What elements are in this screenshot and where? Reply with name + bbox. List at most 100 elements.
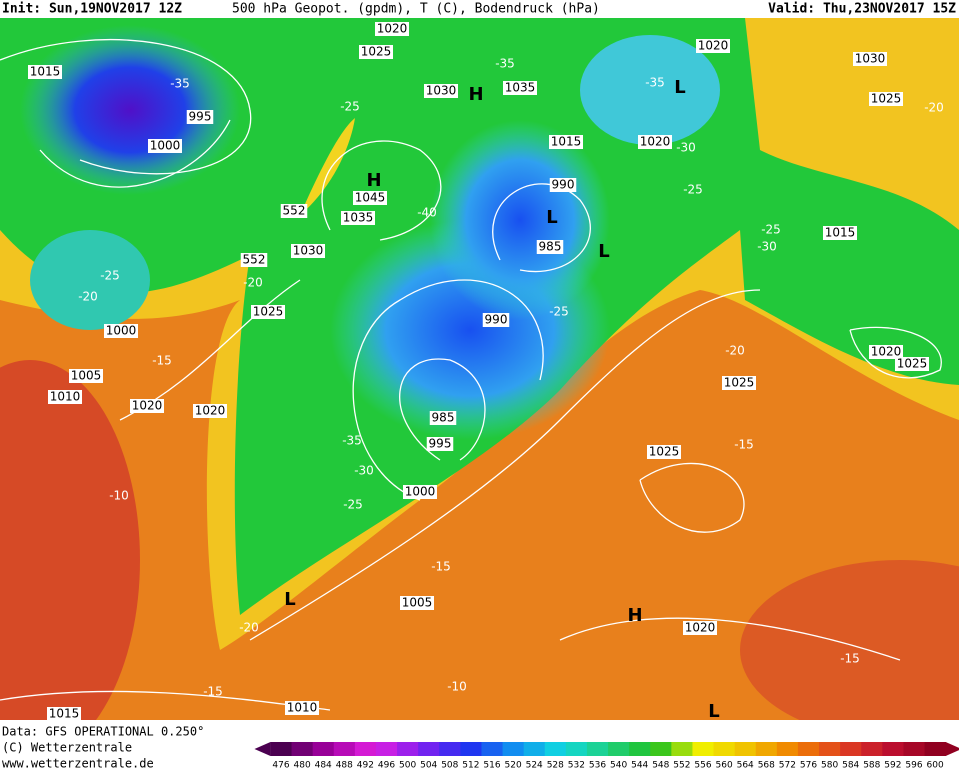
isobar-label: 995 (429, 437, 452, 451)
colorbar-swatch (460, 742, 482, 756)
label-box (400, 596, 434, 610)
colorbar-swatch (671, 742, 693, 756)
label-box (186, 110, 214, 124)
isobar-label: 1020 (871, 345, 902, 359)
pressure-center: L (546, 207, 557, 228)
colorbar-label: 520 (505, 761, 522, 771)
label-box (280, 204, 308, 218)
temperature-label: -20 (239, 621, 259, 635)
temperature-label: -20 (243, 276, 263, 290)
label-box (426, 437, 454, 451)
pressure-center: H (627, 605, 642, 626)
colorbar-swatch (882, 742, 904, 756)
website: www.wetterzentrale.de (2, 757, 154, 771)
temperature-label: -15 (734, 438, 754, 452)
colorbar-swatch (608, 742, 630, 756)
colorbar-swatch (439, 742, 461, 756)
label-box (722, 376, 756, 390)
label-box (47, 707, 81, 721)
colorbar-swatch (375, 742, 398, 756)
colorbar-label: 480 (294, 761, 311, 771)
isobar-label: 985 (432, 411, 455, 425)
label-box (696, 39, 730, 53)
isobar-label: 1020 (698, 39, 729, 53)
isobar-label: 1010 (50, 390, 81, 404)
colorbar-swatch (312, 742, 335, 756)
isobar-label: 1000 (106, 324, 137, 338)
temperature-label: -25 (343, 498, 363, 512)
label-box (353, 191, 387, 205)
label-box (148, 139, 182, 153)
colorbar-label: 596 (905, 761, 922, 771)
colorbar-swatch (840, 742, 862, 756)
colorbar-swatch (755, 742, 778, 756)
temperature-label: -35 (342, 434, 362, 448)
isobar-label: 1025 (253, 305, 284, 319)
temperature-label: -35 (495, 57, 515, 71)
isobar-label: 990 (552, 178, 575, 192)
label-box (536, 240, 564, 254)
isobar-label: 1005 (71, 369, 102, 383)
temperature-label: -20 (78, 290, 98, 304)
label-box (869, 92, 903, 106)
isobar-label: 1015 (825, 226, 856, 240)
isobar-label: 1020 (377, 22, 408, 36)
pressure-center: H (468, 84, 483, 105)
isobar-label: 1025 (649, 445, 680, 459)
isobar-label: 1020 (640, 135, 671, 149)
temperature-label: -35 (170, 77, 190, 91)
colorbar-label: 536 (589, 761, 606, 771)
temperature-label: -20 (924, 101, 944, 115)
colorbar-label: 492 (357, 761, 374, 771)
colorbar-swatch (819, 742, 841, 756)
isobar-label: 1020 (132, 399, 163, 413)
label-box (549, 178, 577, 192)
label-box (503, 81, 537, 95)
colorbar-swatch (776, 742, 799, 756)
colorbar-label: 496 (378, 761, 395, 771)
colorbar-swatch (586, 742, 609, 756)
colorbar-swatch (544, 742, 567, 756)
data-source: Data: GFS OPERATIONAL 0.250° (2, 725, 204, 739)
colorbar-swatch (523, 742, 546, 756)
temperature-label: -25 (683, 183, 703, 197)
label-box (69, 369, 103, 383)
label-box (28, 65, 62, 79)
isobar-label: 1015 (30, 65, 61, 79)
colorbar-label: 560 (716, 761, 733, 771)
temperature-label: -40 (417, 206, 437, 220)
label-box (549, 135, 583, 149)
temperature-label: -25 (761, 223, 781, 237)
label-box (647, 445, 681, 459)
label-box (291, 244, 325, 258)
temperature-label: -30 (676, 141, 696, 155)
colorbar-label: 540 (610, 761, 627, 771)
label-box (869, 345, 903, 359)
temperature-label: -15 (840, 652, 860, 666)
colorbar-swatch (418, 742, 440, 756)
temperature-label: -35 (645, 76, 665, 90)
colorbar-label: 600 (927, 761, 944, 771)
colorbar-swatch (481, 742, 504, 756)
isobar-label: 552 (283, 204, 306, 218)
label-box (130, 399, 164, 413)
isobar-label: 1030 (426, 84, 457, 98)
colorbar-label: 548 (652, 761, 669, 771)
colorbar-swatch (861, 742, 883, 756)
header-bar (0, 0, 959, 18)
label-box (683, 621, 717, 635)
isobar-label: 1025 (871, 92, 902, 106)
label-box (403, 485, 437, 499)
colorbar-label: 592 (884, 761, 901, 771)
colorbar-label: 532 (568, 761, 585, 771)
temperature-label: -10 (109, 489, 129, 503)
isobar-label: 995 (189, 110, 212, 124)
colorbar-label: 524 (526, 761, 543, 771)
label-box (359, 45, 393, 59)
temperature-label: -10 (447, 680, 467, 694)
colorbar-swatch (797, 742, 820, 756)
colorbar-label: 584 (842, 761, 859, 771)
colorbar-label: 572 (779, 761, 796, 771)
